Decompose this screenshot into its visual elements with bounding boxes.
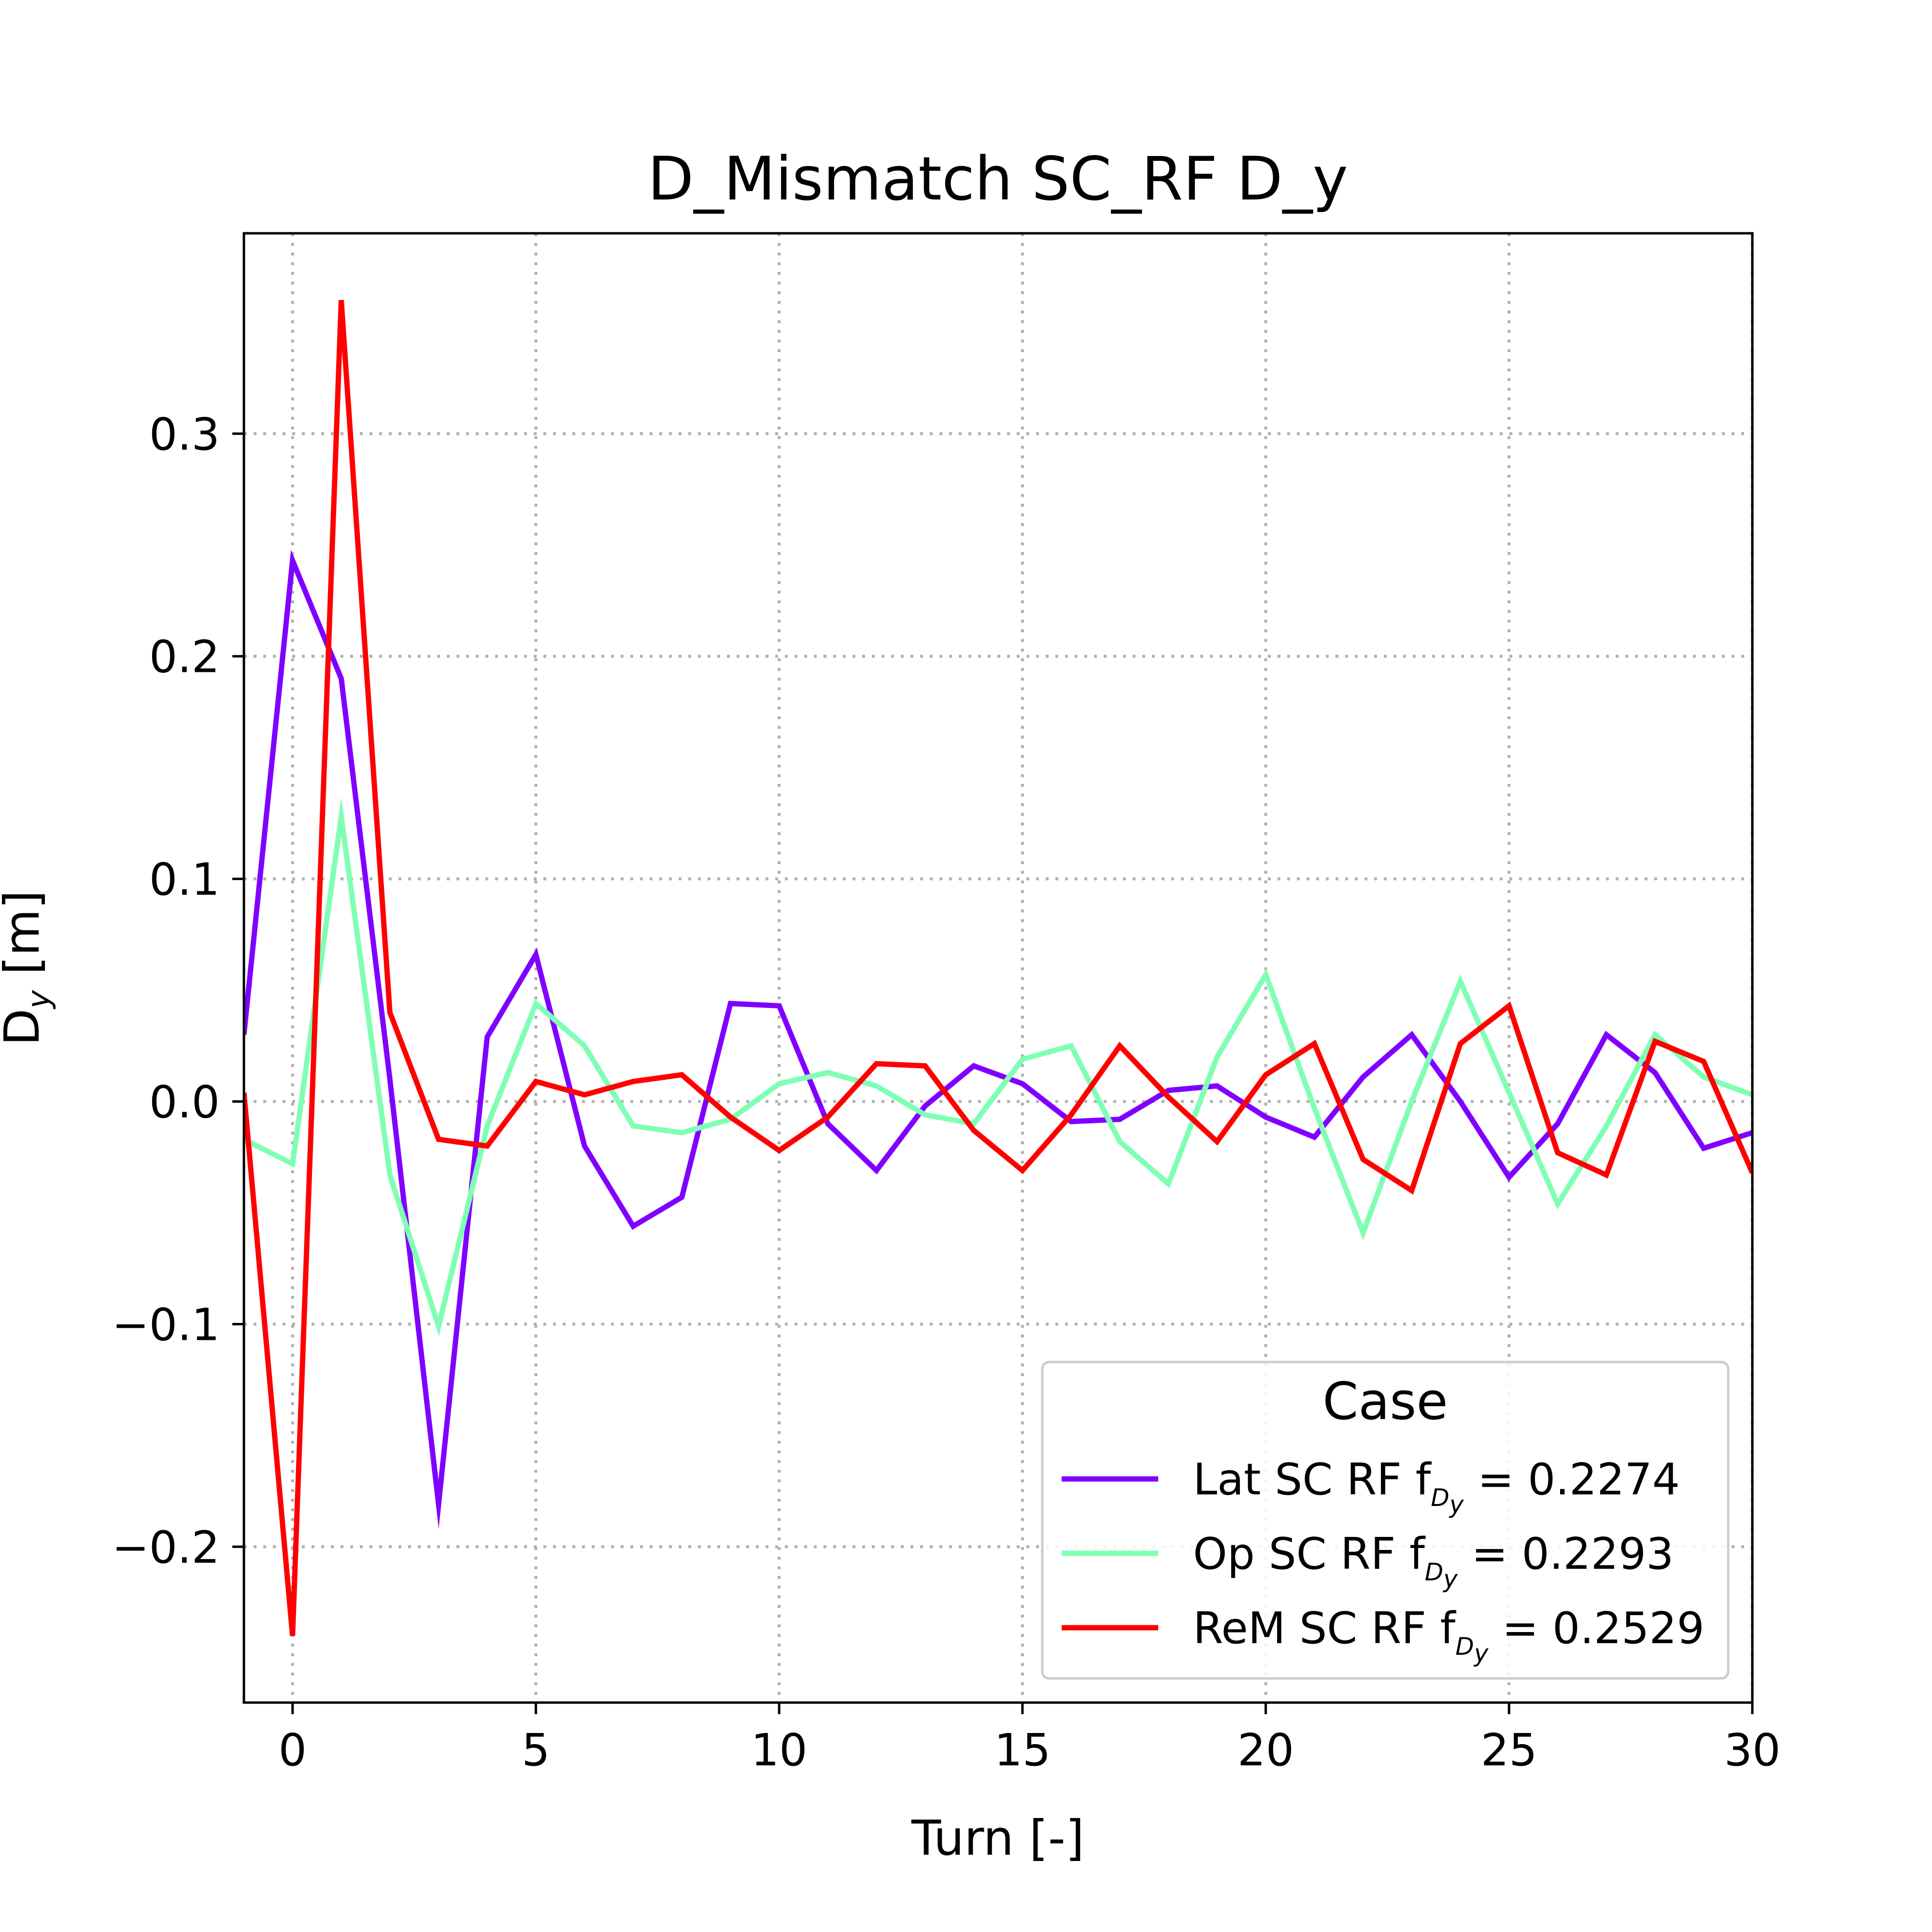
y-axis-label: Dy [m] (0, 890, 57, 1046)
tick-layer: 0 5 10 15 20 25 30 −0.2 −0.1 0.0 0.1 0.2 0.3 (112, 409, 1781, 1776)
series-line (244, 299, 1752, 1636)
y-tick-label: 0.2 (149, 631, 220, 683)
x-tick-label: 0 (278, 1724, 307, 1776)
series-layer (244, 299, 1752, 1636)
legend-label: Op SC RF fDy = 0.2293 (1193, 1529, 1674, 1593)
legend-box (1041, 1361, 1730, 1680)
y-axis-label-unit: [m] (0, 890, 50, 990)
x-axis-label: Turn [-] (911, 1810, 1084, 1866)
series-line (244, 797, 1752, 1336)
x-tick-label: 25 (1481, 1724, 1537, 1776)
y-tick-label: 0.0 (149, 1077, 220, 1128)
x-tick-label: 20 (1237, 1724, 1294, 1776)
y-tick-label: 0.1 (149, 854, 220, 906)
legend-label: ReM SC RF fDy = 0.2529 (1193, 1603, 1705, 1667)
legend-entries: Lat SC RF fDy = 0.2274 Op SC RF fDy = 0.2… (1062, 1454, 1705, 1667)
legend-title: Case (1322, 1372, 1448, 1431)
plot-frame (242, 232, 1754, 1704)
x-tick-label: 15 (994, 1724, 1051, 1776)
y-tick-label: 0.3 (149, 409, 220, 460)
y-tick-label: −0.1 (112, 1299, 220, 1350)
y-tick-label: −0.2 (112, 1521, 220, 1573)
y-axis-label-sub: y (21, 990, 57, 1009)
legend-label: Lat SC RF fDy = 0.2274 (1193, 1454, 1680, 1519)
chart-title: D_Mismatch SC_RF D_y (648, 144, 1348, 214)
y-axis-label-main: D (0, 1009, 50, 1046)
x-tick-label: 30 (1724, 1724, 1780, 1776)
legend: Case Lat SC RF fDy = 0.2274 Op SC RF fDy … (1041, 1361, 1730, 1680)
series-line (244, 550, 1752, 1529)
x-tick-label: 10 (751, 1724, 808, 1776)
x-tick-label: 5 (522, 1724, 550, 1776)
